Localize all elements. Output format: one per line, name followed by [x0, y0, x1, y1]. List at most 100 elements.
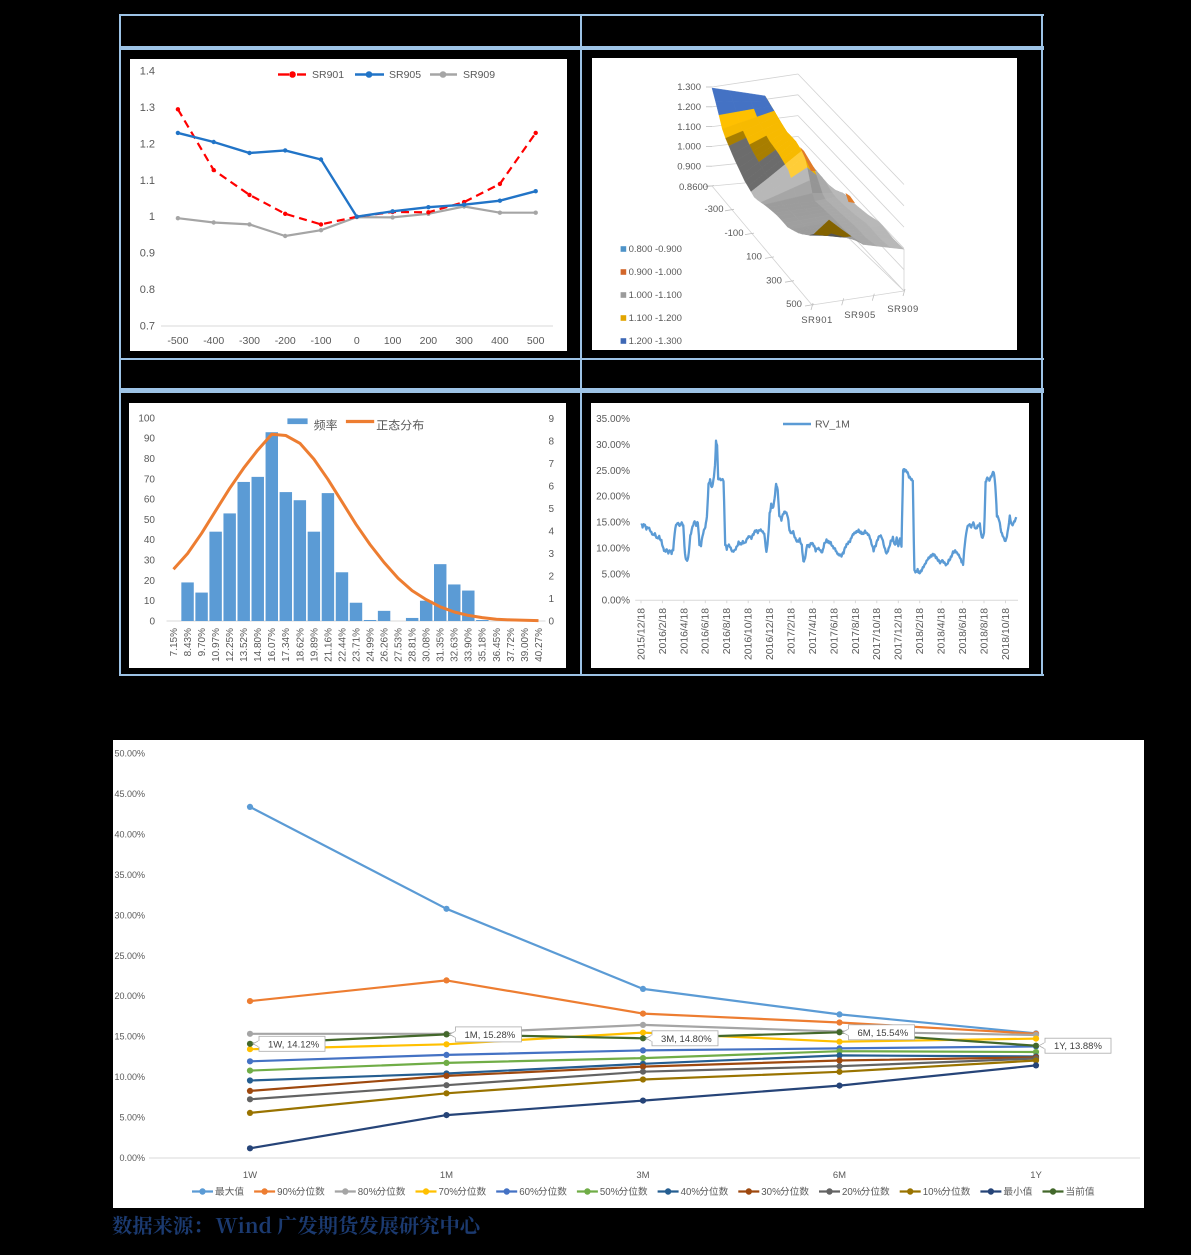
- svg-text:SR909: SR909: [463, 69, 495, 81]
- svg-text:0.9: 0.9: [140, 248, 155, 260]
- svg-text:-500: -500: [167, 335, 188, 347]
- svg-text:2017/10/18: 2017/10/18: [872, 608, 883, 660]
- svg-text:6M: 6M: [833, 1170, 846, 1181]
- svg-text:0.8600: 0.8600: [679, 182, 708, 193]
- svg-text:2016/10/18: 2016/10/18: [744, 608, 755, 660]
- svg-text:1.100: 1.100: [677, 122, 701, 133]
- svg-text:10%: 10%: [923, 1187, 943, 1198]
- svg-text:1M, 15.28%: 1M, 15.28%: [465, 1030, 516, 1041]
- svg-text:7.15%: 7.15%: [169, 628, 180, 656]
- svg-text:10.97%: 10.97%: [211, 628, 222, 662]
- svg-text:-400: -400: [203, 335, 224, 347]
- svg-text:27.53%: 27.53%: [394, 628, 405, 662]
- svg-text:12.25%: 12.25%: [225, 628, 236, 662]
- svg-text:1.200: 1.200: [677, 102, 701, 113]
- svg-text:200: 200: [420, 335, 438, 347]
- svg-text:1.000 -1.100: 1.000 -1.100: [629, 290, 682, 301]
- svg-text:6M, 15.54%: 6M, 15.54%: [858, 1028, 909, 1039]
- svg-text:0: 0: [149, 616, 155, 627]
- svg-text:18.62%: 18.62%: [295, 628, 306, 662]
- svg-text:0.800 -0.900: 0.800 -0.900: [629, 244, 682, 255]
- svg-text:30.00%: 30.00%: [596, 440, 630, 451]
- svg-text:31.35%: 31.35%: [436, 628, 447, 662]
- svg-text:500: 500: [786, 299, 802, 310]
- svg-text:0: 0: [548, 616, 554, 627]
- svg-text:1W: 1W: [243, 1170, 257, 1181]
- svg-text:SR905: SR905: [844, 310, 876, 321]
- svg-text:1.100 -1.200: 1.100 -1.200: [629, 313, 682, 324]
- svg-text:2016/12/18: 2016/12/18: [765, 608, 776, 660]
- svg-text:-300: -300: [704, 204, 723, 215]
- svg-text:1.3: 1.3: [140, 102, 155, 114]
- svg-text:25.00%: 25.00%: [114, 951, 145, 961]
- svg-text:50: 50: [144, 515, 156, 526]
- svg-text:-100: -100: [724, 228, 743, 239]
- svg-text:40: 40: [144, 535, 156, 546]
- svg-text:30.08%: 30.08%: [422, 628, 433, 662]
- svg-text:35.00%: 35.00%: [596, 414, 630, 425]
- svg-text:21.16%: 21.16%: [323, 628, 334, 662]
- svg-text:2018/10/18: 2018/10/18: [1001, 608, 1012, 660]
- svg-text:80%: 80%: [358, 1187, 378, 1198]
- svg-text:40.00%: 40.00%: [114, 829, 145, 839]
- svg-text:-300: -300: [239, 335, 260, 347]
- svg-text:60%: 60%: [519, 1187, 539, 1198]
- svg-text:20.00%: 20.00%: [114, 991, 145, 1001]
- svg-text:1.4: 1.4: [140, 66, 155, 78]
- svg-text:300: 300: [766, 275, 782, 286]
- svg-text:2: 2: [548, 571, 554, 582]
- svg-text:5.00%: 5.00%: [602, 570, 630, 581]
- svg-text:10.00%: 10.00%: [596, 544, 630, 555]
- svg-text:40%: 40%: [681, 1187, 701, 1198]
- svg-text:300: 300: [455, 335, 473, 347]
- svg-text:1Y, 13.88%: 1Y, 13.88%: [1054, 1041, 1102, 1052]
- svg-text:1W, 14.12%: 1W, 14.12%: [268, 1039, 320, 1050]
- svg-text:2016/2/18: 2016/2/18: [658, 608, 669, 654]
- svg-text:10.00%: 10.00%: [114, 1072, 145, 1082]
- svg-text:SR905: SR905: [389, 69, 421, 81]
- svg-text:50%: 50%: [600, 1187, 620, 1198]
- svg-text:32.63%: 32.63%: [450, 628, 461, 662]
- svg-text:70: 70: [144, 474, 156, 485]
- svg-text:6: 6: [548, 482, 554, 493]
- svg-text:2016/4/18: 2016/4/18: [679, 608, 690, 654]
- svg-text:22.44%: 22.44%: [337, 628, 348, 662]
- svg-text:2017/12/18: 2017/12/18: [894, 608, 905, 660]
- svg-text:0.900: 0.900: [677, 161, 701, 172]
- svg-text:2017/6/18: 2017/6/18: [829, 608, 840, 654]
- svg-text:9: 9: [548, 414, 554, 425]
- svg-text:13.52%: 13.52%: [239, 628, 250, 662]
- svg-text:1Y: 1Y: [1030, 1170, 1042, 1181]
- svg-text:14.80%: 14.80%: [253, 628, 264, 662]
- svg-text:25.00%: 25.00%: [596, 466, 630, 477]
- svg-text:400: 400: [491, 335, 509, 347]
- svg-text:20: 20: [144, 576, 156, 587]
- svg-text:20%: 20%: [842, 1187, 862, 1198]
- svg-text:16.07%: 16.07%: [267, 628, 278, 662]
- svg-text:0.00%: 0.00%: [119, 1153, 145, 1163]
- svg-text:2017/8/18: 2017/8/18: [851, 608, 862, 654]
- svg-text:100: 100: [384, 335, 402, 347]
- svg-text:0.00%: 0.00%: [602, 596, 630, 607]
- svg-text:7: 7: [548, 459, 554, 470]
- svg-text:3: 3: [548, 549, 554, 560]
- svg-text:1: 1: [548, 594, 554, 605]
- svg-text:45.00%: 45.00%: [114, 789, 145, 799]
- svg-text:50.00%: 50.00%: [114, 749, 145, 759]
- svg-text:40.27%: 40.27%: [534, 628, 545, 662]
- svg-text:30.00%: 30.00%: [114, 910, 145, 920]
- svg-text:0.8: 0.8: [140, 284, 155, 296]
- svg-text:1.1: 1.1: [140, 175, 155, 187]
- svg-text:26.26%: 26.26%: [380, 628, 391, 662]
- svg-text:24.99%: 24.99%: [365, 628, 376, 662]
- svg-text:100: 100: [746, 252, 762, 263]
- svg-text:9.70%: 9.70%: [197, 628, 208, 656]
- svg-text:1.000: 1.000: [677, 142, 701, 153]
- svg-text:0.900 -1.000: 0.900 -1.000: [629, 267, 682, 278]
- svg-text:3M: 3M: [636, 1170, 649, 1181]
- svg-text:0: 0: [354, 335, 360, 347]
- svg-text:90%: 90%: [277, 1187, 297, 1198]
- svg-text:39.00%: 39.00%: [520, 628, 531, 662]
- svg-text:90: 90: [144, 434, 156, 445]
- svg-text:2017/4/18: 2017/4/18: [808, 608, 819, 654]
